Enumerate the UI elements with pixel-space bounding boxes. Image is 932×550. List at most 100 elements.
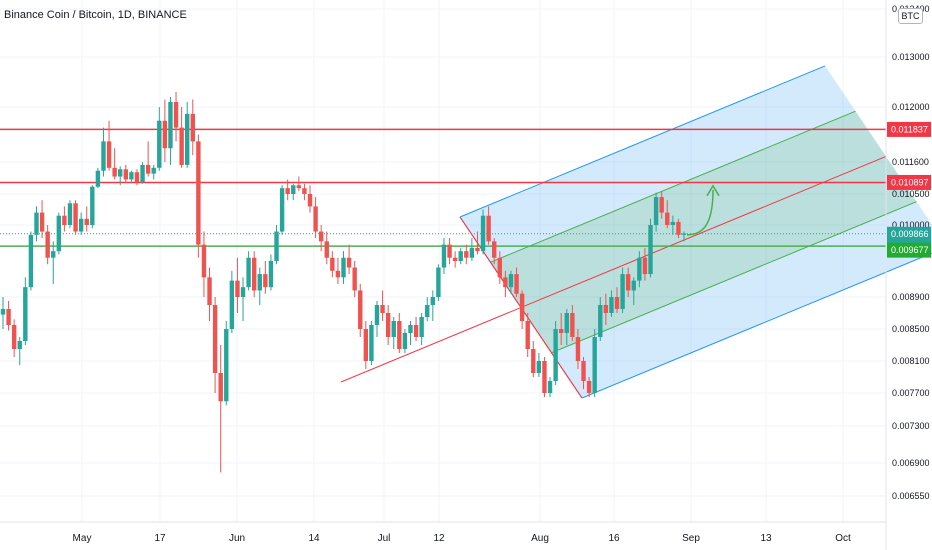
candle-body [34,212,39,235]
candle-body [492,241,497,258]
y-tick-label: 0.007700 [892,388,930,398]
pitchfork-inner-lower-line [551,201,917,354]
candle-body [207,277,212,305]
candle [106,120,112,171]
candle [503,270,508,297]
candle-body [480,215,486,252]
candle-body [11,325,17,349]
candle [564,309,569,345]
candle [39,200,45,239]
x-tick-label: 16 [608,533,620,544]
candle [212,297,218,393]
candle-body [129,172,134,180]
candle-body [547,381,553,393]
candle [11,319,17,357]
grid-lines [0,0,886,522]
candle [341,251,346,284]
candle [279,185,285,235]
pitchfork-upper-line [459,65,826,218]
candle [190,99,195,156]
candles [0,92,687,473]
candle [218,345,223,473]
y-tick-label: 0.006550 [892,491,930,501]
x-tick-label: 12 [433,533,445,544]
candle [598,297,603,341]
candle-body [62,215,67,225]
candle-body [531,349,536,373]
pitchfork-outer-fill [460,65,932,398]
candle [101,127,106,177]
candle [464,244,469,265]
candle-body [441,244,447,268]
candle [268,254,274,291]
candle-body [17,341,22,349]
candle [397,313,402,353]
candle [246,251,251,291]
candle-body [151,167,156,174]
candle [497,251,502,284]
candle-body [302,188,307,194]
price-tag-resistance-high-bg [887,121,931,137]
candle-body [73,203,78,232]
candle [67,200,73,229]
x-tick-label: Oct [835,533,851,544]
candle-body [452,257,458,261]
x-tick-label: 13 [760,533,772,544]
x-tick-label: May [73,533,92,544]
y-tick-label: 0.011600 [892,157,929,167]
candle-body [212,305,218,373]
candle-body [464,251,469,258]
candle-body [469,247,475,258]
candle-body [78,218,84,232]
candle-body [670,221,676,225]
candle-body [123,169,129,180]
candle [0,297,6,329]
candle [224,321,229,406]
candle-body [676,221,681,235]
candle [34,206,39,242]
candle-body [23,287,28,341]
candle-body [229,280,235,329]
candle [129,170,134,183]
candle-body [324,241,329,258]
candle [84,206,89,232]
candle [23,277,28,345]
candle-body [413,325,419,337]
arrow-head [706,184,720,197]
candle [430,290,436,321]
candle-body [118,169,123,177]
pitchfork-inner-upper-line [490,110,856,263]
candle [207,267,212,321]
candle [492,238,497,265]
candle [78,212,84,235]
candle-body [263,274,268,288]
candle [157,107,162,171]
currency-badge[interactable]: BTC [898,8,923,24]
candle [302,183,307,201]
candle-body [447,244,452,258]
candle [469,238,475,261]
candle-body [28,234,34,288]
candle-body [140,164,145,183]
candle [536,353,542,377]
candle [240,277,246,321]
candle-body [592,337,597,393]
candle [553,321,558,385]
candle [118,166,123,186]
candle-body [240,287,246,297]
candle [17,337,22,365]
price-tag-resistance-mid-text: 0.010897 [891,177,929,187]
candle-body [257,274,262,291]
candle [558,313,564,345]
candle-body [296,185,302,189]
candle [475,231,480,255]
candle [665,200,670,229]
candle-body [134,172,140,183]
price-tag-last-value: 0.009866 [891,229,929,239]
candle [369,321,374,365]
candle [391,317,396,349]
candle [519,290,525,329]
candle [95,167,101,189]
candle-body [486,215,491,242]
